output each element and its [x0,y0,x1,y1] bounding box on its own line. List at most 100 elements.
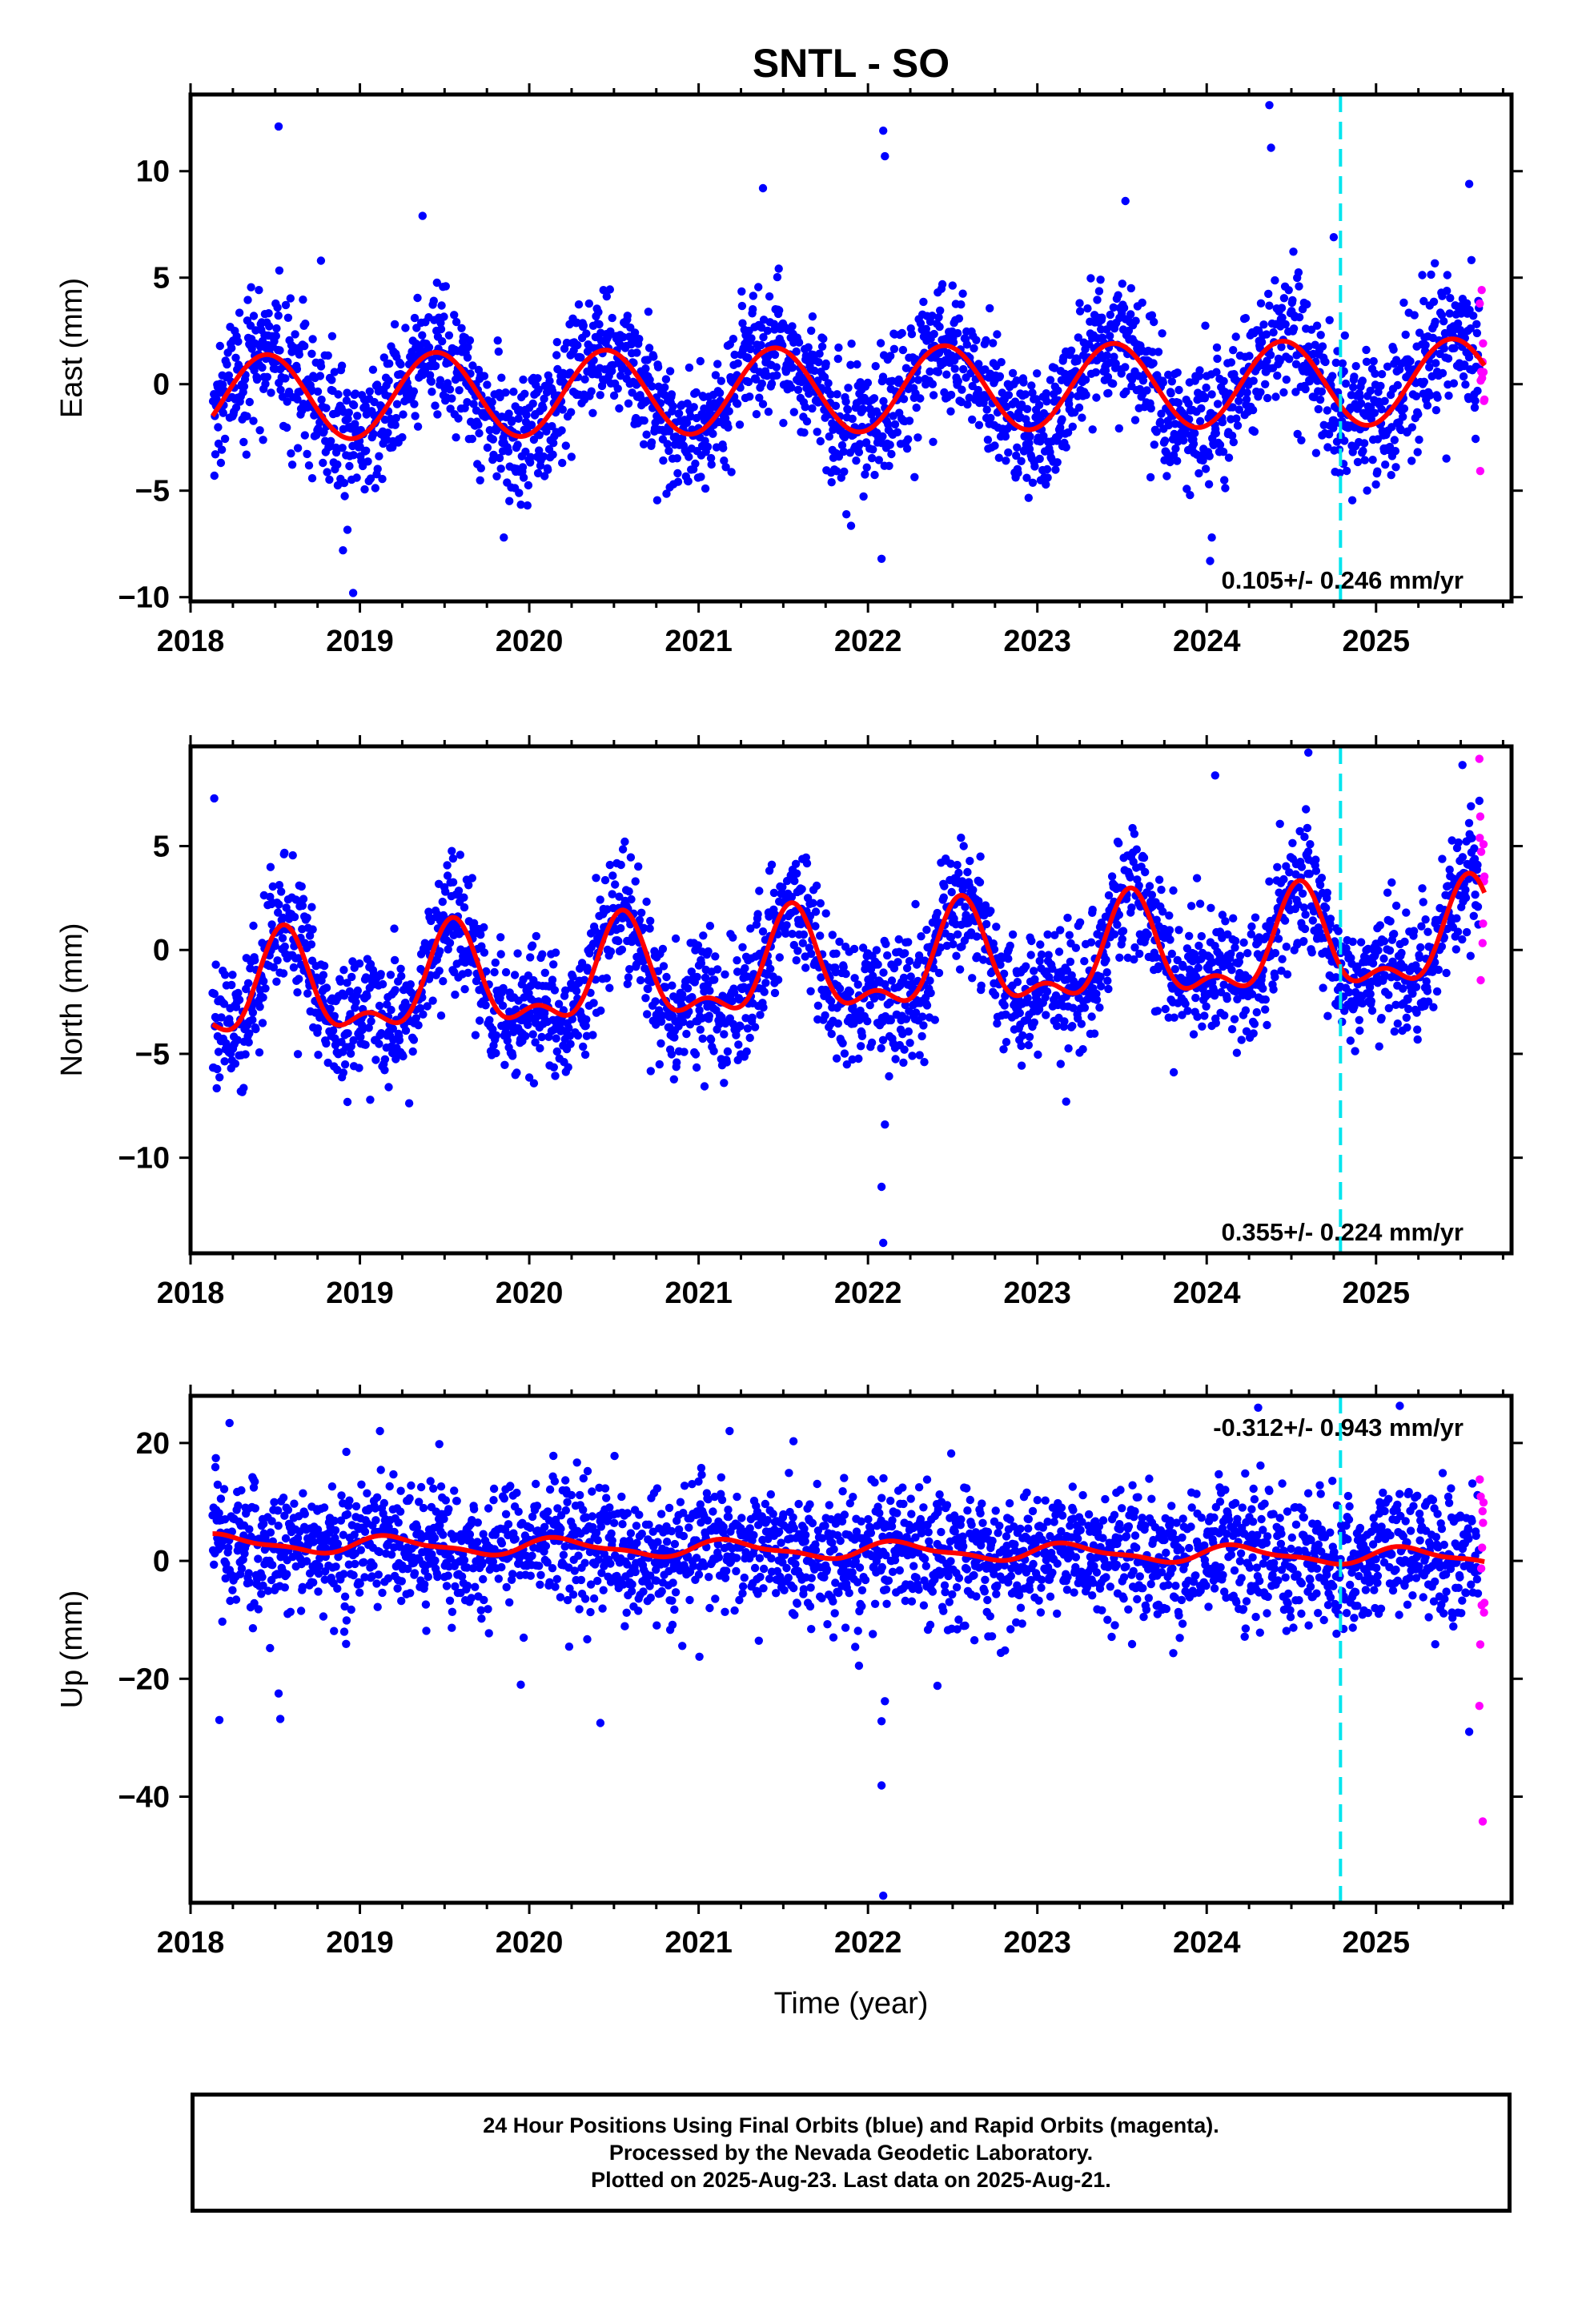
final-orbit-point [249,312,259,320]
final-orbit-point [684,476,693,486]
final-orbit-point [928,380,938,388]
final-orbit-point [1173,368,1182,377]
final-orbit-point [1281,320,1290,329]
final-orbit-point [930,329,938,339]
final-orbit-point [580,975,589,985]
final-orbit-point [524,480,533,490]
final-orbit-point [439,977,448,986]
final-orbit-point [325,475,334,485]
final-orbit-point [1243,388,1251,397]
final-orbit-point [1312,321,1322,330]
final-orbit-point [913,433,922,442]
final-orbit-point [1370,408,1379,417]
final-orbit-point [616,923,625,933]
final-orbit-point [333,460,342,469]
final-orbit-point [353,986,362,995]
final-orbit-point [303,913,311,923]
final-orbit-point [968,974,977,983]
final-orbit-point [954,930,962,939]
final-orbit-point [1165,911,1174,920]
final-orbit-point [1303,300,1311,309]
final-orbit-point [1261,380,1270,388]
final-orbit-point [450,311,459,320]
final-orbit-point [797,885,806,894]
final-orbit-point [773,371,781,380]
final-orbit-point [1204,480,1214,489]
final-orbit-point [767,860,777,870]
final-orbit-point [267,920,276,929]
final-orbit-point [280,942,289,951]
final-orbit-point [1334,927,1343,935]
final-orbit-point [813,428,821,436]
final-orbit-point [977,981,986,991]
final-orbit-point [362,446,371,455]
final-orbit-point [436,1011,446,1020]
final-orbit-point [1158,329,1166,338]
final-orbit-point [1051,991,1061,1000]
final-orbit-point [648,382,656,391]
final-orbit-point [1399,298,1408,308]
outlier-point [1267,143,1275,152]
final-orbit-point [824,379,833,388]
final-orbit-point [1113,920,1122,929]
final-orbit-point [347,972,356,982]
velocity-annotation: 0.105+/- 0.246 mm/yr [1222,566,1464,594]
final-orbit-point [539,452,548,461]
final-orbit-point [1182,485,1191,493]
outlier-point [339,546,347,555]
final-orbit-point [343,1097,352,1107]
final-orbit-point [293,444,303,452]
final-orbit-point [440,312,448,321]
final-orbit-point [625,965,634,974]
final-orbit-point [505,1007,514,1016]
final-orbit-point [1191,428,1199,438]
final-orbit-point [367,1017,375,1026]
final-orbit-point [1251,913,1260,922]
final-orbit-point [390,924,399,933]
final-orbit-point [1359,446,1367,456]
final-orbit-point [1406,356,1415,366]
final-orbit-point [535,431,544,440]
final-orbit-point [1192,874,1202,883]
final-orbit-point [290,912,299,922]
final-orbit-point [1219,376,1228,386]
final-orbit-point [342,396,351,405]
final-orbit-point [869,971,877,980]
final-orbit-point [1115,953,1124,963]
final-orbit-point [1066,957,1075,967]
final-orbit-point [635,915,644,925]
final-orbit-point [398,432,407,442]
final-orbit-point [239,382,249,391]
final-orbit-point [772,363,781,372]
final-orbit-point [835,984,845,993]
final-orbit-point [1185,931,1194,941]
final-orbit-point [1464,394,1473,404]
final-orbit-point [496,933,505,942]
final-orbit-point [715,388,725,397]
final-orbit-point [1329,424,1338,432]
final-orbit-point [1271,948,1280,958]
final-orbit-point [419,1010,428,1019]
final-orbit-point [365,387,374,396]
final-orbit-point [244,1038,253,1047]
final-orbit-point [1215,440,1225,449]
final-orbit-point [366,1096,375,1104]
final-orbit-point [1039,432,1048,440]
final-orbit-point [1195,416,1205,426]
final-orbit-point [319,971,328,979]
final-orbit-point [1346,1036,1355,1045]
final-orbit-point [916,394,925,403]
final-orbit-point [1275,819,1284,828]
final-orbit-point [1391,463,1400,472]
final-orbit-point [1044,951,1053,959]
final-orbit-point [963,867,972,877]
final-orbit-point [1321,903,1331,913]
final-orbit-point [1381,460,1390,469]
final-orbit-point [673,468,682,478]
final-orbit-point [886,1015,896,1025]
outlier-point [1265,101,1274,110]
final-orbit-point [266,862,275,871]
final-orbit-point [1379,937,1389,946]
final-orbit-point [545,376,554,385]
final-orbit-point [1186,491,1195,500]
